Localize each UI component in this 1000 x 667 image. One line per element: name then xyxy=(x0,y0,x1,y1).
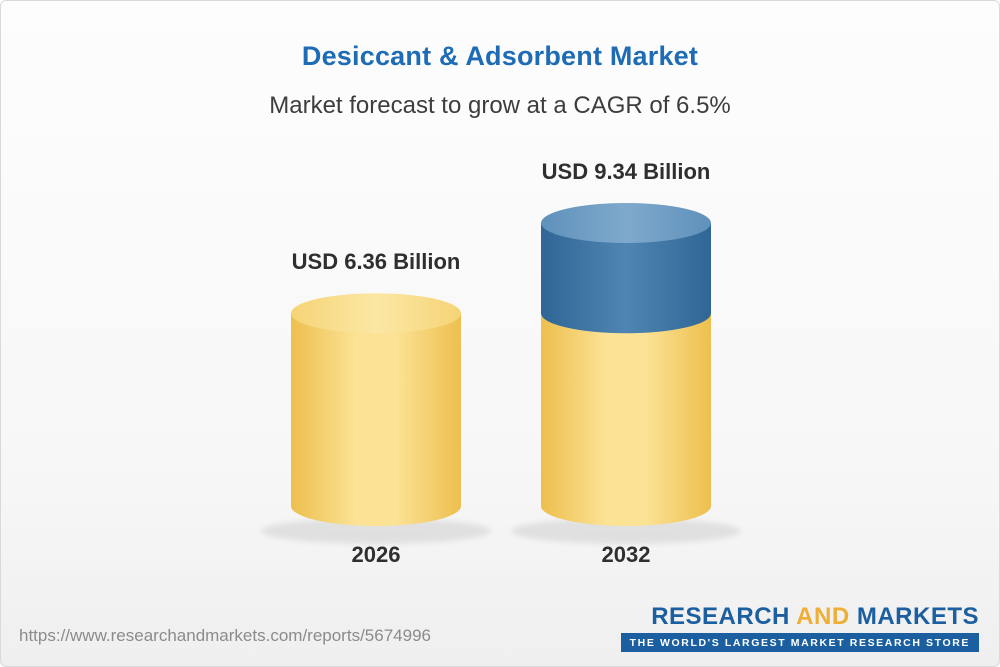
brand-tagline: THE WORLD'S LARGEST MARKET RESEARCH STOR… xyxy=(620,633,979,652)
cylinder-2032 xyxy=(511,202,741,544)
brand-logo-text: RESEARCH AND MARKETS xyxy=(621,605,979,629)
cylinder-2026 xyxy=(261,293,491,544)
market-chart: USD 6.36 Billion USD 9.34 Billion 2026 2… xyxy=(1,141,999,611)
report-url: https://www.researchandmarkets.com/repor… xyxy=(19,626,431,645)
logo-word-markets: MARKETS xyxy=(856,603,979,630)
brand-logo: RESEARCH AND MARKETS THE WORLD'S LARGEST… xyxy=(620,605,979,652)
value-label-0: USD 6.36 Billion xyxy=(291,249,461,275)
logo-word-and: AND xyxy=(796,603,850,630)
header: Desiccant & Adsorbent Market Market fore… xyxy=(1,1,999,120)
year-label-0: 2026 xyxy=(351,542,401,567)
value-label-1: USD 9.34 Billion xyxy=(541,158,711,184)
logo-word-research: RESEARCH xyxy=(651,603,790,630)
page-subtitle: Market forecast to grow at a CAGR of 6.5… xyxy=(269,92,731,119)
cylinder-chart-canvas xyxy=(261,202,741,544)
page-title: Desiccant & Adsorbent Market xyxy=(301,41,699,71)
footer: https://www.researchandmarkets.com/repor… xyxy=(1,602,999,666)
year-label-1: 2032 xyxy=(601,542,651,567)
